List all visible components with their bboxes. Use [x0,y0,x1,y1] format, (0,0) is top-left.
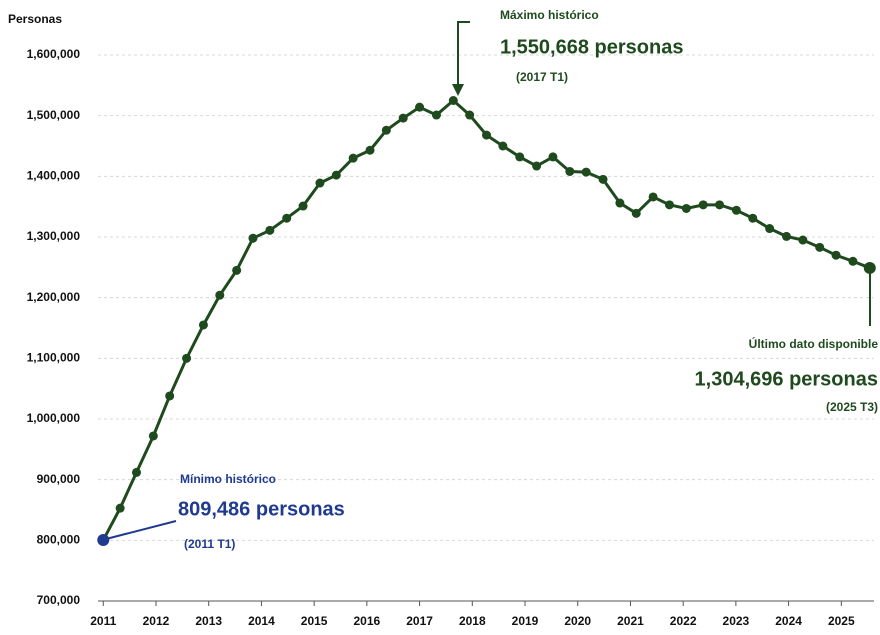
data-point [863,261,876,274]
data-point [415,102,425,112]
data-point [298,201,308,211]
data-point [448,96,458,105]
min-pointer [105,520,177,540]
data-point [681,203,691,213]
data-point [648,192,658,202]
data-point [131,467,141,477]
data-point [565,166,575,176]
data-point [598,174,608,184]
x-tick-label: 2014 [248,614,275,628]
data-point [615,198,625,208]
x-tick-label: 2020 [564,614,591,628]
min-period: (2011 T1) [184,537,235,551]
data-point [815,242,825,252]
x-tick-label: 2015 [301,614,328,628]
data-point [381,125,391,135]
data-point [165,391,175,401]
max-period: (2017 T1) [516,70,568,84]
x-tick-label: 2012 [143,614,170,628]
data-point [498,141,508,151]
data-point [515,152,525,162]
max-label: Máximo histórico [500,8,599,22]
x-tick-label: 2021 [617,614,644,628]
y-tick-label: 1,300,000 [27,229,81,243]
x-tick-label: 2018 [459,614,486,628]
data-point [748,213,758,223]
data-point [331,170,341,180]
data-point [215,290,225,300]
max-arrowhead [452,84,464,96]
x-tick-label: 2017 [406,614,433,628]
data-point [365,145,375,155]
x-tick-label: 2024 [775,614,802,628]
data-point [465,110,475,120]
x-tick-label: 2016 [354,614,381,628]
max-value: 1,550,668 personas [500,36,683,58]
data-point [731,205,741,215]
last-period: (2025 T3) [826,400,878,414]
data-point [848,256,858,266]
last-label: Último dato disponible [749,336,879,351]
data-point [798,235,808,245]
y-tick-label: 900,000 [37,472,81,486]
data-point [315,178,325,188]
min-value: 809,486 personas [178,498,345,520]
data-point [198,320,208,330]
data-point [148,431,158,441]
data-point [282,213,292,223]
x-tick-label: 2011 [90,614,116,628]
max-arrow [457,21,470,92]
y-tick-label: 800,000 [37,533,81,547]
x-tick-label: 2023 [723,614,750,628]
last-value: 1,304,696 personas [695,368,878,390]
data-point [232,265,242,275]
data-point [348,153,358,163]
y-axis-label: Personas [8,12,62,26]
data-point [698,200,708,210]
data-point [265,225,275,235]
data-point [631,208,641,218]
data-point [831,250,841,260]
data-point [664,200,674,210]
data-point [715,200,725,210]
min-label: Mínimo histórico [180,472,276,486]
data-point [398,113,408,123]
data-point [115,503,125,513]
x-tick-label: 2019 [512,614,539,628]
y-tick-label: 1,200,000 [27,290,81,304]
data-point [431,110,441,120]
data-point [765,224,775,234]
x-tick-label: 2013 [195,614,222,628]
data-point [532,161,542,171]
data-point [548,152,558,162]
data-point [781,231,791,241]
y-tick-label: 1,000,000 [27,411,81,425]
y-tick-label: 1,600,000 [27,47,81,61]
y-tick-label: 1,400,000 [27,169,81,183]
data-point [482,130,492,140]
y-tick-label: 1,500,000 [27,108,81,122]
data-point [182,353,192,363]
data-point [248,233,258,243]
x-tick-label: 2025 [828,614,855,628]
y-tick-label: 1,100,000 [27,351,81,365]
data-point [97,534,110,547]
data-point [581,167,591,177]
y-tick-label: 700,000 [37,593,81,607]
x-tick-label: 2022 [670,614,697,628]
